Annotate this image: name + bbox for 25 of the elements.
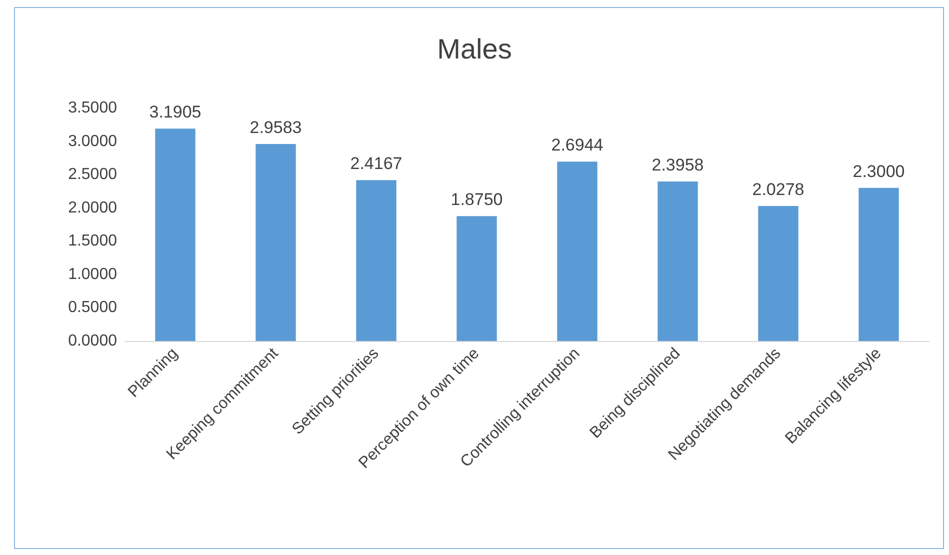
data-label: 1.8750 [450,190,503,210]
data-label: 2.0278 [752,180,804,200]
y-tick-label: 2.5000 [68,166,118,184]
y-tick-label: 1.5000 [68,232,118,250]
data-label: 2.6944 [551,136,604,155]
data-label: 2.9583 [250,118,302,138]
y-tick-label: 3.5000 [68,100,118,116]
y-tick-label: 3.0000 [68,132,118,150]
data-label: 2.4167 [350,154,402,174]
bar [557,162,598,341]
bar [256,144,296,341]
bar [155,128,196,341]
bar [356,180,396,341]
y-tick-label: 0.5000 [68,299,118,316]
chart-title: Males [437,34,512,64]
bar [658,182,698,341]
data-label: 2.3000 [852,162,905,181]
y-tick-label: 0.0000 [68,332,118,350]
bar [456,216,497,341]
y-tick-label: 1.0000 [68,266,118,283]
y-tick-label: 2.0000 [68,199,118,216]
bar [858,188,899,341]
data-label: 3.1905 [149,102,202,122]
bar [758,206,798,341]
data-label: 2.3958 [652,156,704,175]
